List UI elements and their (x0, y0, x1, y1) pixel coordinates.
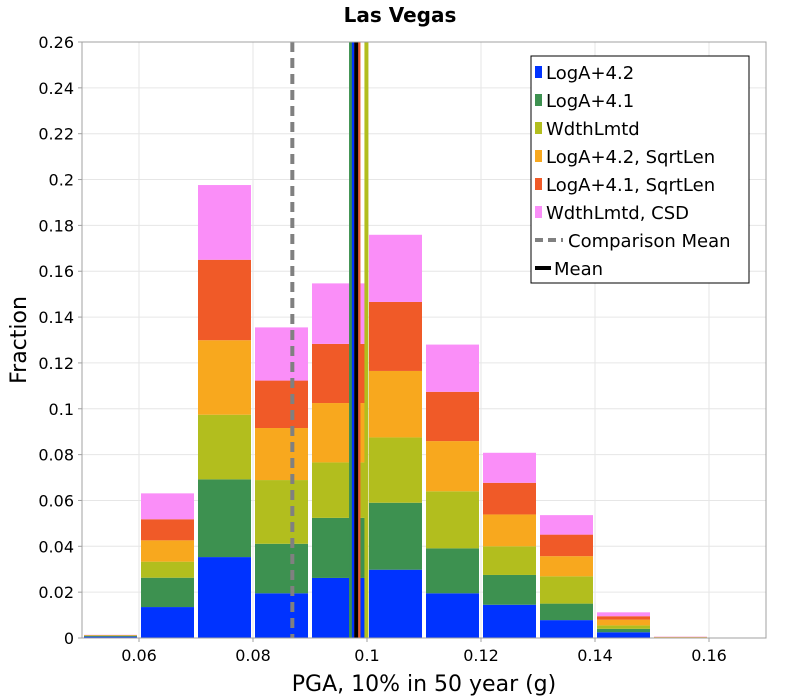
bar-segment (198, 340, 251, 415)
x-tick-label: 0.14 (577, 646, 613, 665)
legend-swatch (535, 66, 542, 78)
bar-segment (597, 628, 650, 633)
legend-label: LogA+4.2 (546, 63, 634, 84)
legend-label: LogA+4.2, SqrtLen (546, 147, 715, 168)
bar-segment (540, 515, 593, 535)
legend-swatch (535, 150, 542, 162)
bar-segment (141, 540, 194, 562)
legend-swatch (535, 94, 542, 106)
bar-segment (255, 543, 308, 594)
bar-segment (198, 479, 251, 558)
y-tick-label: 0.24 (38, 79, 74, 98)
mean-lines (290, 42, 369, 638)
bar-segment (141, 519, 194, 541)
bar-segment (426, 441, 479, 492)
bar-segment (540, 534, 593, 557)
bar-segment (597, 632, 650, 638)
legend-label: LogA+4.1, SqrtLen (546, 175, 715, 196)
bar-segment (483, 604, 536, 638)
bar-segment (483, 452, 536, 483)
bar-segment (255, 380, 308, 429)
bar-segment (597, 616, 650, 620)
x-axis-ticks: 0.06 0.08 0.1 0.12 0.14 0.16 (121, 638, 727, 665)
y-tick-label: 0.04 (38, 537, 74, 556)
bar-segment (141, 607, 194, 638)
bar-segment (198, 557, 251, 638)
bar-segment (141, 493, 194, 520)
y-tick-label: 0.26 (38, 33, 74, 52)
legend-box (530, 55, 750, 284)
y-axis-ticks: 0 0.02 0.04 0.06 0.08 0.1 0.12 0.14 0.16 0.18 0.2 0… (38, 33, 82, 648)
y-tick-label: 0.1 (49, 400, 74, 419)
bar-segment (369, 301, 422, 371)
y-tick-label: 0.2 (49, 171, 74, 190)
bar-segment (369, 370, 422, 438)
x-axis-label: PGA, 10% in 50 year (g) (292, 672, 556, 697)
bar-segment (255, 480, 308, 544)
bar-segment (198, 414, 251, 480)
y-tick-label: 0 (64, 629, 74, 648)
legend-swatch (535, 122, 542, 134)
bar-segment (426, 491, 479, 549)
bar-segment (540, 603, 593, 621)
y-tick-label: 0.08 (38, 446, 74, 465)
bar-segment (597, 612, 650, 617)
bar-segment (255, 327, 308, 381)
bar-segment (84, 635, 137, 637)
bar-segment (255, 593, 308, 638)
bar-segment (84, 636, 137, 638)
legend: LogA+4.2 LogA+4.1 WdthLmtd LogA+4.2, SqrtLe… (530, 55, 750, 284)
legend-label: Mean (554, 259, 603, 280)
legend-label: Comparison Mean (568, 231, 731, 252)
bar-segment (483, 514, 536, 547)
bar-segment (426, 593, 479, 638)
bar-segment (369, 437, 422, 503)
bar-segment (540, 620, 593, 638)
bar-segment (426, 548, 479, 594)
bar-segment (483, 482, 536, 515)
legend-label: WdthLmtd, CSD (546, 203, 689, 224)
bar-segment (198, 185, 251, 260)
x-tick-label: 0.08 (235, 646, 271, 665)
bar-segment (255, 428, 308, 481)
y-tick-label: 0.18 (38, 216, 74, 235)
y-tick-label: 0.16 (38, 262, 74, 281)
bar-segment (597, 625, 650, 629)
chart-title: Las Vegas (344, 3, 457, 27)
y-tick-label: 0.12 (38, 354, 74, 373)
bar-segment (540, 556, 593, 577)
bar-segment (369, 569, 422, 638)
y-tick-label: 0.14 (38, 308, 74, 327)
bar-segment (597, 619, 650, 626)
bar-segment (483, 546, 536, 575)
y-tick-label: 0.22 (38, 125, 74, 144)
bar-segment (426, 391, 479, 442)
legend-label: WdthLmtd (546, 119, 640, 140)
bar-segment (141, 577, 194, 608)
y-axis-label: Fraction (7, 296, 32, 384)
y-tick-label: 0.02 (38, 583, 74, 602)
bar-segment (198, 259, 251, 341)
bar-segment (426, 344, 479, 392)
x-tick-label: 0.1 (354, 646, 379, 665)
legend-swatch (535, 206, 542, 218)
bar-segment (369, 234, 422, 302)
bar-segment (540, 576, 593, 604)
x-tick-label: 0.06 (121, 646, 157, 665)
legend-label: LogA+4.1 (546, 91, 634, 112)
bar-segment (369, 502, 422, 570)
bar-segment (483, 574, 536, 605)
plot-area-border (81, 41, 767, 639)
x-tick-label: 0.16 (691, 646, 727, 665)
y-tick-label: 0.06 (38, 491, 74, 510)
bar-segment (141, 561, 194, 578)
x-tick-label: 0.12 (463, 646, 499, 665)
legend-swatch (535, 178, 542, 190)
